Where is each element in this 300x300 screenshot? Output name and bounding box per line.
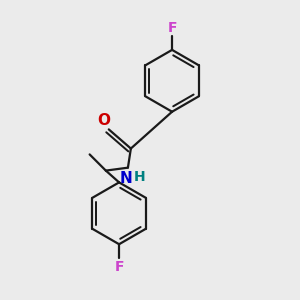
Text: F: F [167, 21, 177, 34]
Text: N: N [120, 171, 133, 186]
Text: H: H [134, 170, 146, 184]
Text: O: O [97, 112, 110, 128]
Text: F: F [114, 260, 124, 274]
